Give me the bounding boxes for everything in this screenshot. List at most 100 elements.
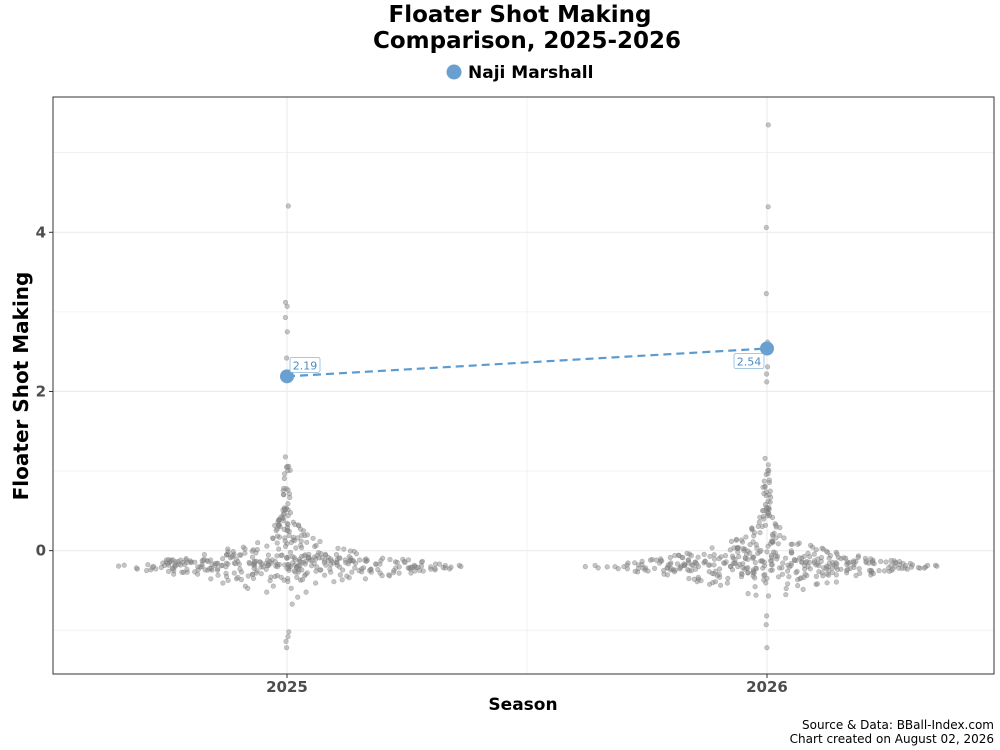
background-point: [334, 562, 340, 568]
background-point: [202, 567, 208, 573]
background-point: [353, 551, 360, 557]
background-point: [833, 572, 839, 578]
background-point: [257, 559, 263, 565]
background-point: [838, 566, 844, 572]
background-point: [212, 563, 218, 569]
background-point: [285, 487, 291, 493]
background-point: [709, 545, 715, 551]
background-point: [625, 560, 631, 566]
background-point: [763, 224, 769, 231]
background-point: [789, 541, 796, 547]
background-point: [765, 593, 772, 599]
background-point: [801, 553, 807, 559]
background-point: [432, 565, 438, 572]
background-point: [823, 566, 829, 572]
background-point: [722, 552, 729, 559]
data-label: 2.54: [737, 355, 762, 368]
background-point: [738, 537, 745, 543]
background-point: [285, 521, 291, 528]
background-point: [428, 566, 434, 572]
background-point: [691, 576, 697, 582]
background-point: [764, 379, 770, 385]
background-point: [886, 568, 892, 574]
highlight-series: 2.19 2.54: [280, 341, 774, 384]
background-point: [735, 549, 741, 555]
background-point: [284, 463, 290, 470]
background-point: [793, 569, 799, 576]
background-point: [242, 550, 248, 556]
background-point: [807, 566, 813, 572]
background-point: [286, 629, 292, 635]
background-point: [387, 556, 393, 563]
background-point: [177, 562, 184, 568]
background-point: [809, 544, 816, 550]
background-point: [672, 552, 678, 559]
background-point: [760, 565, 766, 571]
background-point: [394, 559, 400, 566]
background-point: [272, 573, 278, 580]
x-axis-ticks: 2025 2026: [266, 674, 788, 696]
background-point: [215, 572, 221, 578]
background-point: [653, 557, 659, 563]
background-point: [759, 558, 766, 564]
background-point: [632, 560, 638, 566]
background-point: [896, 561, 903, 568]
background-point: [751, 568, 757, 574]
background-point: [280, 488, 286, 494]
background-point: [286, 562, 292, 568]
background-point: [661, 571, 667, 577]
background-point: [791, 556, 798, 563]
background-point: [681, 561, 687, 567]
background-point: [765, 204, 771, 210]
background-point: [736, 554, 742, 560]
background-point: [883, 559, 889, 565]
background-point: [811, 560, 817, 566]
x-tick-label: 2026: [746, 678, 788, 696]
background-point: [783, 585, 789, 592]
background-point: [133, 565, 139, 571]
background-point: [331, 579, 337, 585]
background-point: [282, 506, 288, 513]
background-point: [866, 567, 873, 574]
background-point: [756, 519, 762, 525]
background-point: [829, 569, 836, 576]
background-point: [833, 579, 840, 585]
background-point: [337, 555, 343, 561]
background-point: [232, 561, 238, 567]
background-point: [409, 564, 416, 570]
background-point: [298, 526, 304, 532]
background-point: [647, 557, 654, 563]
background-point: [818, 558, 824, 565]
background-point: [716, 566, 723, 572]
background-point: [615, 565, 621, 572]
background-point: [763, 504, 770, 510]
background-point: [258, 571, 264, 577]
background-point: [753, 592, 759, 598]
background-point: [273, 527, 279, 534]
background-point: [763, 291, 769, 297]
background-point: [158, 564, 164, 571]
background-point: [219, 562, 225, 569]
background-point: [834, 551, 840, 557]
background-point: [255, 540, 261, 546]
background-point: [592, 562, 598, 569]
background-point: [166, 568, 172, 575]
background-point: [888, 562, 894, 569]
background-point: [207, 565, 213, 572]
background-point: [834, 561, 840, 567]
background-point: [773, 524, 779, 530]
background-point: [851, 559, 857, 566]
background-point: [284, 355, 290, 361]
background-point: [779, 565, 785, 571]
background-point: [313, 542, 319, 549]
background-point: [782, 555, 789, 561]
background-point: [779, 571, 786, 577]
background-point: [285, 633, 291, 640]
background-point: [294, 574, 300, 581]
background-point: [769, 531, 776, 537]
background-point: [632, 568, 638, 574]
background-point: [330, 560, 336, 566]
background-point: [702, 558, 708, 564]
background-point: [342, 557, 348, 563]
background-point: [823, 548, 830, 554]
